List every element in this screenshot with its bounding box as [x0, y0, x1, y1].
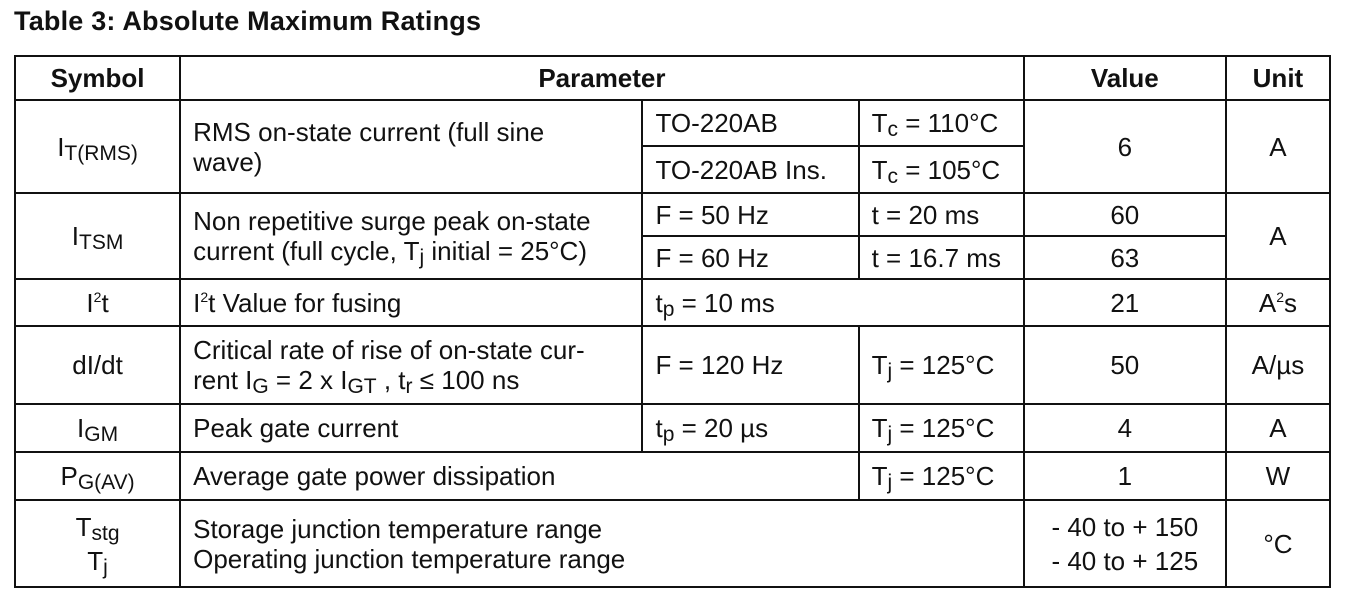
condition-cell: tp = 10 ms: [641, 278, 1025, 327]
table-title: Table 3: Absolute Maximum Ratings: [14, 6, 482, 36]
unit-cell: A: [1224, 99, 1332, 194]
table-row: F = 60 Hz t = 16.7 ms 63: [15, 235, 1330, 280]
condition-cell: F = 60 Hz: [641, 235, 860, 280]
condition-cell: TO-220AB: [641, 99, 860, 147]
symbol-cell: I2t: [13, 278, 182, 327]
symbol-cell: IGM: [13, 403, 182, 453]
table-row: IT(RMS) RMS on-state current (full sine …: [13, 99, 1332, 194]
unit-cell: A: [1224, 192, 1332, 280]
table-row: TO-220AB Ins. Tc = 105°C: [15, 145, 1330, 194]
condition-cell: Tc = 110°C: [857, 99, 1025, 147]
table-row: PG(AV) Average gate power dissipation Tj…: [13, 451, 1332, 501]
description-cell: Storage junction temperature range Opera…: [179, 499, 1025, 588]
table-row: ITSM Non repetitive surge peak on-state …: [13, 192, 1332, 280]
unit-cell: A2s: [1224, 278, 1332, 327]
description-cell: RMS on-state current (full sine wave): [179, 99, 644, 194]
table-row: IGM Peak gate current tp = 20 µs Tj = 12…: [13, 403, 1332, 453]
condition-cell: F = 50 Hz: [641, 192, 860, 237]
value-cell: 60: [1022, 192, 1227, 237]
absolute-maximum-ratings-table: Symbol Parameter Value Unit IT(RMS) RMS …: [13, 55, 1332, 588]
header-parameter: Parameter: [179, 55, 1025, 101]
symbol-cell: PG(AV): [13, 451, 182, 501]
condition-cell: TO-220AB Ins.: [641, 145, 860, 194]
table-row: dI/dt Critical rate of rise of on-state …: [13, 325, 1332, 405]
condition-cell: tp = 20 µs: [641, 403, 860, 453]
condition-cell: t = 16.7 ms: [857, 235, 1025, 280]
header-row: Symbol Parameter Value Unit: [13, 55, 1332, 101]
unit-cell: °C: [1224, 499, 1332, 588]
description-cell: Non repetitive surge peak on-state curre…: [179, 192, 644, 280]
unit-cell: A: [1224, 403, 1332, 453]
symbol-cell: Tstg Tj: [13, 499, 182, 588]
symbol-cell: dI/dt: [13, 325, 182, 405]
condition-cell: t = 20 ms: [857, 192, 1025, 237]
condition-cell: Tj = 125°C: [857, 403, 1025, 453]
header-symbol: Symbol: [13, 55, 182, 101]
value-cell: 21: [1022, 278, 1227, 327]
unit-cell: A/µs: [1224, 325, 1332, 405]
condition-cell: Tj = 125°C: [857, 451, 1025, 501]
unit-cell: W: [1224, 451, 1332, 501]
value-cell: 1: [1022, 451, 1227, 501]
description-cell: Critical rate of rise of on-state cur- r…: [179, 325, 644, 405]
condition-cell: Tj = 125°C: [857, 325, 1025, 405]
value-cell: - 40 to + 150 - 40 to + 125: [1022, 499, 1227, 588]
table-row: I2t I2t Value for fusing tp = 10 ms 21 A…: [13, 278, 1332, 327]
condition-cell: F = 120 Hz: [641, 325, 860, 405]
table-row: Tstg Tj Storage junction temperature ran…: [13, 499, 1332, 588]
value-cell: 4: [1022, 403, 1227, 453]
description-cell: Average gate power dissipation: [179, 451, 860, 501]
symbol-cell: IT(RMS): [13, 99, 182, 194]
value-cell: 63: [1022, 235, 1227, 280]
header-value: Value: [1022, 55, 1227, 101]
description-cell: Peak gate current: [179, 403, 644, 453]
description-cell: I2t Value for fusing: [179, 278, 644, 327]
header-unit: Unit: [1224, 55, 1332, 101]
condition-cell: Tc = 105°C: [857, 145, 1025, 194]
symbol-cell: ITSM: [13, 192, 182, 280]
value-cell: 6: [1022, 99, 1227, 194]
value-cell: 50: [1022, 325, 1227, 405]
